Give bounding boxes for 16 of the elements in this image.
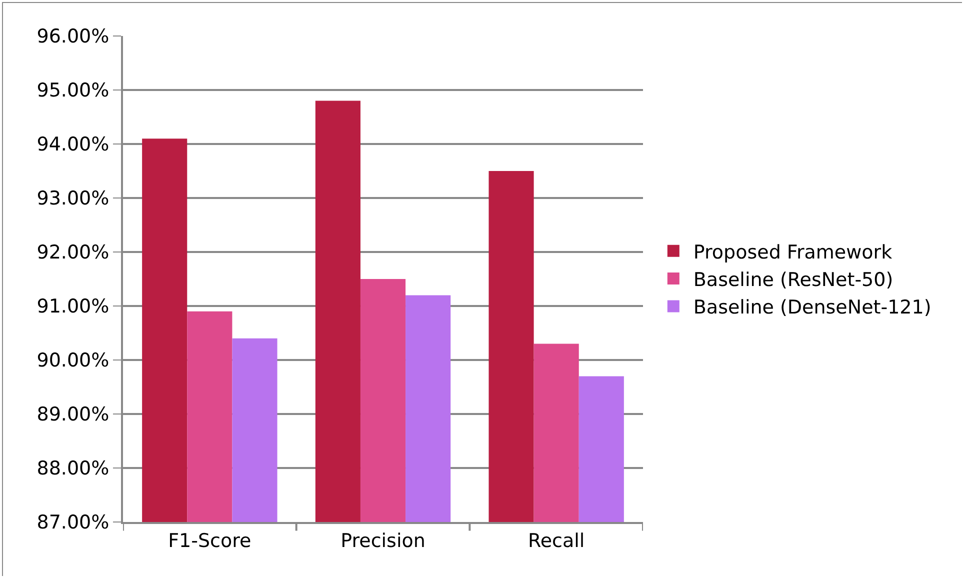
y-tick-label: 92.00%: [36, 242, 110, 264]
y-tick-label: 94.00%: [36, 134, 110, 156]
y-tick-label: 90.00%: [36, 350, 110, 372]
legend-label: Baseline (DenseNet-121): [693, 296, 932, 319]
y-tick-label: 93.00%: [36, 188, 110, 210]
legend-label: Baseline (ResNet-50): [693, 268, 894, 291]
y-tick-label: 88.00%: [36, 458, 110, 480]
legend-label: Proposed Framework: [693, 241, 892, 264]
x-tick-label: F1-Score: [168, 530, 252, 552]
y-tick-label: 95.00%: [36, 80, 110, 102]
x-tick-label: Precision: [340, 530, 426, 552]
y-tick-label: 91.00%: [36, 296, 110, 318]
x-tick-label: Recall: [528, 530, 585, 552]
y-tick-label: 89.00%: [36, 404, 110, 426]
y-tick-label: 96.00%: [36, 26, 110, 48]
y-tick-label: 87.00%: [36, 512, 110, 534]
